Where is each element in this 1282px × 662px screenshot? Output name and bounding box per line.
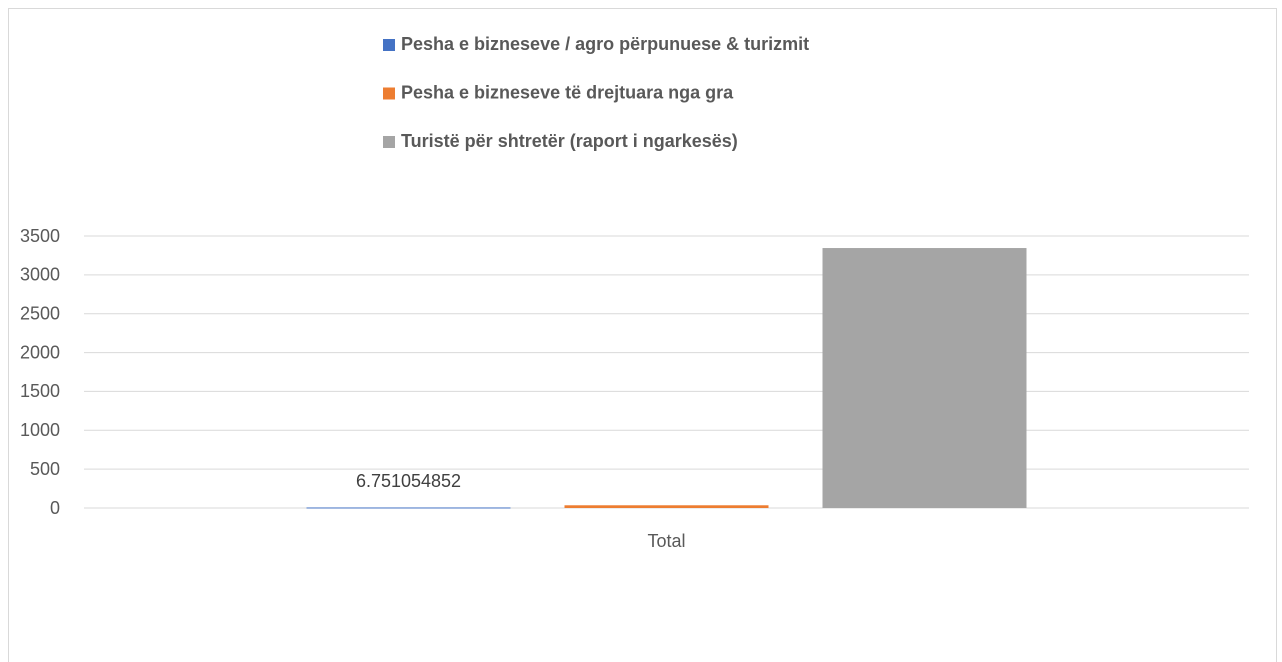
bar (306, 507, 511, 509)
data-label: 6.751054852 (356, 471, 461, 491)
legend-swatch (383, 87, 395, 100)
y-tick-label: 1000 (20, 420, 60, 440)
y-tick-label: 0 (50, 498, 60, 518)
y-tick-label: 2500 (20, 303, 60, 323)
legend-label: Pesha e bizneseve të drejtuara nga gra (401, 82, 734, 102)
y-tick-label: 500 (30, 459, 60, 479)
y-tick-label: 3000 (20, 265, 60, 285)
chart-border (8, 8, 1277, 662)
legend-swatch (383, 136, 395, 148)
x-tick-label: Total (647, 531, 685, 551)
y-tick-label: 3500 (20, 226, 60, 246)
legend-label: Pesha e bizneseve / agro përpunuese & tu… (401, 34, 809, 54)
y-tick-label: 2000 (20, 342, 60, 362)
y-tick-label: 1500 (20, 381, 60, 401)
legend-label: Turistë për shtretër (raport i ngarkesës… (401, 131, 738, 151)
bar (564, 505, 769, 508)
legend: Pesha e bizneseve / agro përpunuese & tu… (383, 34, 809, 151)
legend-swatch (383, 39, 395, 51)
bar (822, 248, 1027, 508)
